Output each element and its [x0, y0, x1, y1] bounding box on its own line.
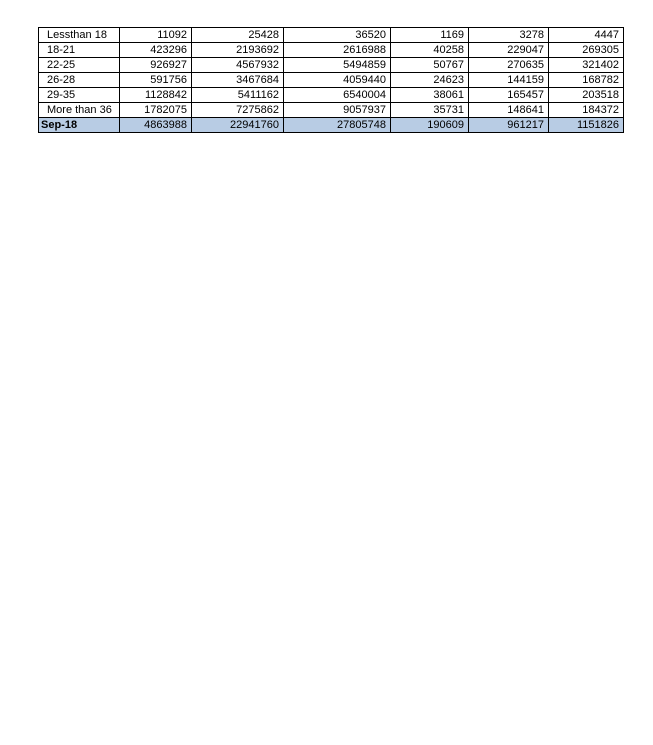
- cell[interactable]: 4447: [548, 27, 624, 43]
- total-row-label[interactable]: Sep-18: [38, 117, 120, 133]
- cell[interactable]: 3278: [468, 27, 549, 43]
- table-row: 26-28 591756 3467684 4059440 24623 14415…: [38, 72, 624, 88]
- cell[interactable]: 36520: [283, 27, 391, 43]
- cell[interactable]: 4567932: [191, 57, 284, 73]
- cell[interactable]: 148641: [468, 102, 549, 118]
- row-label[interactable]: More than 36: [38, 102, 120, 118]
- total-cell[interactable]: 190609: [390, 117, 469, 133]
- total-cell[interactable]: 961217: [468, 117, 549, 133]
- table-row: 22-25 926927 4567932 5494859 50767 27063…: [38, 57, 624, 73]
- row-label[interactable]: Lessthan 18: [38, 27, 120, 43]
- table-row: 18-21 423296 2193692 2616988 40258 22904…: [38, 42, 624, 58]
- total-row: Sep-18 4863988 22941760 27805748 190609 …: [38, 117, 624, 133]
- cell[interactable]: 2193692: [191, 42, 284, 58]
- cell[interactable]: 1782075: [119, 102, 192, 118]
- total-cell[interactable]: 22941760: [191, 117, 284, 133]
- cell[interactable]: 1169: [390, 27, 469, 43]
- row-label[interactable]: 29-35: [38, 87, 120, 103]
- cell[interactable]: 184372: [548, 102, 624, 118]
- cell[interactable]: 9057937: [283, 102, 391, 118]
- cell[interactable]: 7275862: [191, 102, 284, 118]
- cell[interactable]: 4059440: [283, 72, 391, 88]
- cell[interactable]: 6540004: [283, 87, 391, 103]
- cell[interactable]: 50767: [390, 57, 469, 73]
- cell[interactable]: 5494859: [283, 57, 391, 73]
- cell[interactable]: 321402: [548, 57, 624, 73]
- cell[interactable]: 2616988: [283, 42, 391, 58]
- cell[interactable]: 270635: [468, 57, 549, 73]
- row-label[interactable]: 26-28: [38, 72, 120, 88]
- cell[interactable]: 38061: [390, 87, 469, 103]
- table-row: More than 36 1782075 7275862 9057937 357…: [38, 102, 624, 118]
- row-label[interactable]: 22-25: [38, 57, 120, 73]
- cell[interactable]: 926927: [119, 57, 192, 73]
- table-row: 29-35 1128842 5411162 6540004 38061 1654…: [38, 87, 624, 103]
- total-cell[interactable]: 27805748: [283, 117, 391, 133]
- cell[interactable]: 5411162: [191, 87, 284, 103]
- cell[interactable]: 591756: [119, 72, 192, 88]
- table-row: Lessthan 18 11092 25428 36520 1169 3278 …: [38, 27, 624, 43]
- cell[interactable]: 1128842: [119, 87, 192, 103]
- cell[interactable]: 3467684: [191, 72, 284, 88]
- row-label[interactable]: 18-21: [38, 42, 120, 58]
- cell[interactable]: 40258: [390, 42, 469, 58]
- cell[interactable]: 35731: [390, 102, 469, 118]
- cell[interactable]: 11092: [119, 27, 192, 43]
- cell[interactable]: 168782: [548, 72, 624, 88]
- age-group-data-table: Lessthan 18 11092 25428 36520 1169 3278 …: [38, 27, 624, 133]
- cell[interactable]: 269305: [548, 42, 624, 58]
- cell[interactable]: 229047: [468, 42, 549, 58]
- cell[interactable]: 423296: [119, 42, 192, 58]
- cell[interactable]: 25428: [191, 27, 284, 43]
- total-cell[interactable]: 1151826: [548, 117, 624, 133]
- cell[interactable]: 165457: [468, 87, 549, 103]
- cell[interactable]: 203518: [548, 87, 624, 103]
- cell[interactable]: 24623: [390, 72, 469, 88]
- total-cell[interactable]: 4863988: [119, 117, 192, 133]
- cell[interactable]: 144159: [468, 72, 549, 88]
